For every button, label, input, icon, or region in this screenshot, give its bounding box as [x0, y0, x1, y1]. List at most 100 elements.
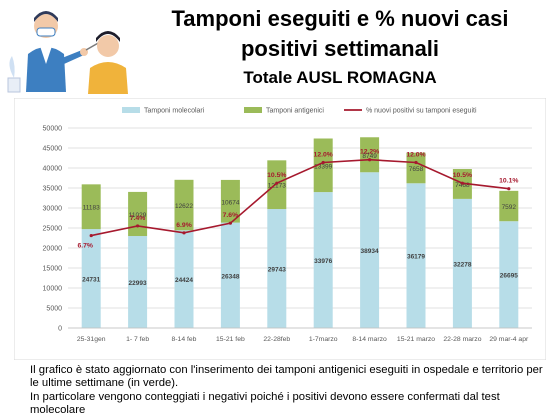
percent-point [136, 224, 140, 228]
legend-molecolari: Tamponi molecolari [122, 107, 205, 115]
legend-percent: % nuovi positivi su tamponi eseguiti [344, 108, 477, 115]
percent-label: 10.5% [267, 172, 286, 179]
percent-point [321, 160, 325, 165]
bar-label-molecolari: 33976 [314, 258, 332, 265]
x-tick-label: 8-14 marzo [352, 336, 387, 343]
bar-label-molecolari: 26695 [500, 273, 518, 280]
bar-antigenici [360, 137, 380, 173]
y-tick-label: 10000 [43, 286, 63, 293]
bar-label-molecolari: 24424 [175, 277, 193, 284]
x-tick-label: 22-28feb [263, 336, 290, 343]
bar-antigenici [128, 191, 148, 237]
x-tick-label: 15-21 marzo [397, 336, 435, 343]
chart: Tamponi molecolari Tamponi antigenici % nu… [14, 98, 546, 360]
x-tick-label: 1-7marzo [309, 336, 338, 343]
bar-label-molecolari: 26348 [221, 273, 239, 280]
page-title-line2: positivi settimanali [240, 36, 440, 61]
legend: Tamponi molecolari Tamponi antigenici % nu… [122, 107, 477, 115]
y-tick-label: 40000 [43, 166, 63, 173]
bar-antigenici [220, 179, 240, 223]
percent-point [275, 181, 279, 185]
bar-label-antigenici: 7592 [502, 204, 517, 211]
x-tick-label: 15-21 feb [216, 336, 245, 343]
bar-molecolari [406, 183, 426, 328]
bar-molecolari [81, 229, 101, 328]
percent-label: 12.0% [314, 151, 333, 158]
bar-label-antigenici: 7658 [409, 166, 424, 173]
bars [81, 137, 519, 328]
percent-point [228, 221, 232, 225]
bar-molecolari [267, 209, 287, 328]
percent-point [507, 187, 511, 191]
percent-label: 6.9% [176, 222, 192, 229]
percent-label: 6.7% [77, 243, 93, 250]
bar-antigenici [174, 179, 194, 231]
bar-antigenici [406, 152, 426, 184]
y-tick-label: 50000 [43, 126, 63, 133]
y-tick-label: 5000 [46, 306, 62, 313]
legend-antigenici-swatch [244, 107, 262, 113]
percent-point [414, 160, 418, 165]
bar-label-antigenici: 11183 [83, 205, 100, 212]
legend-percent-label: % nuovi positivi su tamponi eseguiti [366, 108, 477, 115]
bar-label-molecolari: 32278 [453, 261, 471, 268]
footnote-line2: In particolare vengono conteggiati i neg… [30, 390, 500, 417]
percent-line: 6.7% 7.4% 6.9% 7.6% 10.5% 12.0% 12.2% 12.0% 10.5… [77, 149, 518, 250]
bar-antigenici [313, 138, 333, 193]
swab-test-icon [7, 11, 128, 94]
y-tick-label: 45000 [43, 146, 63, 153]
x-axis: 25-31gen 1- 7 feb 8-14 feb 15-21 feb 22-28fe… [68, 327, 532, 343]
bar-labels: 24731 11183 22993 11029 24424 12622 26348 10674… [82, 153, 518, 287]
bar-label-antigenici: 12173 [268, 183, 286, 190]
x-tick-label: 1- 7 feb [126, 336, 149, 343]
bar-molecolari [220, 222, 240, 328]
y-axis: 0 5000 10000 15000 20000 25000 30000 35000 40000… [43, 126, 63, 333]
percent-label: 12.2% [360, 149, 379, 156]
x-tick-label: 8-14 feb [172, 336, 197, 343]
bar-label-antigenici: 8749 [362, 153, 377, 160]
bar-molecolari [360, 172, 380, 328]
y-tick-label: 20000 [43, 246, 63, 253]
bar-label-molecolari: 36179 [407, 254, 425, 261]
y-tick-label: 25000 [43, 226, 63, 233]
bar-label-molecolari: 29743 [268, 267, 286, 274]
bar-molecolari [174, 230, 194, 328]
bar-label-molecolari: 24731 [82, 277, 100, 284]
percent-line-path [91, 158, 509, 237]
bar-label-antigenici: 12622 [175, 203, 193, 210]
percent-label: 7.4% [130, 215, 146, 222]
percent-point [182, 231, 186, 235]
y-tick-label: 30000 [43, 206, 63, 213]
plant-decoration [7, 56, 21, 93]
bar-molecolari [128, 236, 148, 328]
percent-point [89, 233, 93, 238]
bar-antigenici [81, 184, 101, 230]
percent-point [368, 158, 372, 162]
legend-antigenici-label: Tamponi antigenici [266, 108, 324, 115]
patient-figure [88, 31, 128, 94]
percent-label: 7.6% [223, 212, 239, 219]
footnote: Il grafico è stato aggiornato con l'inse… [30, 364, 550, 418]
percent-label: 10.1% [499, 178, 518, 185]
bar-label-antigenici: 7468 [455, 182, 470, 189]
bar-antigenici [499, 190, 519, 222]
bar-molecolari [313, 192, 333, 328]
bar-label-antigenici: 10674 [221, 199, 239, 206]
doctor-figure [26, 11, 101, 92]
legend-antigenici: Tamponi antigenici [244, 107, 324, 115]
percent-label: 12.0% [406, 151, 425, 158]
y-tick-label: 35000 [43, 186, 63, 193]
x-tick-label: 29 mar-4 apr [489, 336, 529, 343]
page-title-line1: Tamponi eseguiti e % nuovi casi [171, 6, 509, 31]
y-tick-label: 0 [58, 326, 62, 333]
percent-point [460, 181, 464, 185]
bar-label-antigenici: 13399 [314, 163, 332, 170]
percent-label: 10.5% [453, 172, 472, 179]
bar-label-antigenici: 11029 [129, 212, 147, 219]
footnote-line1: Il grafico è stato aggiornato con l'inse… [30, 364, 543, 390]
y-tick-label: 15000 [43, 266, 63, 273]
legend-molecolari-label: Tamponi molecolari [144, 108, 205, 115]
bar-label-molecolari: 22993 [129, 280, 147, 287]
legend-molecolari-swatch [122, 107, 140, 113]
x-tick-label: 25-31gen [77, 336, 106, 343]
